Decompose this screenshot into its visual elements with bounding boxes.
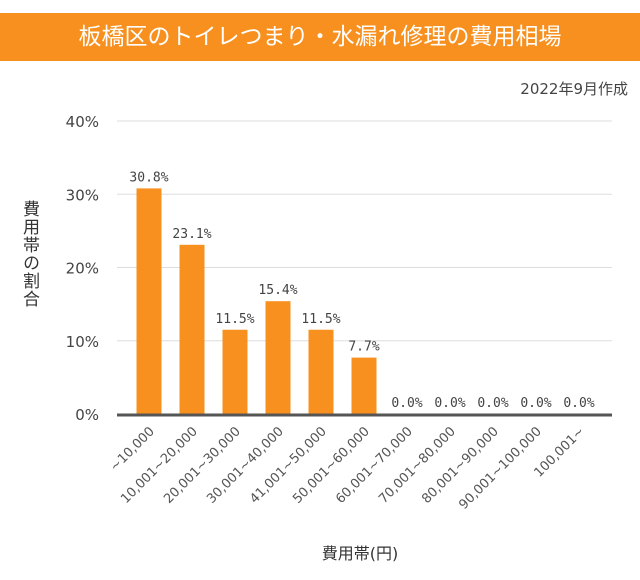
y-tick-label: 30% — [66, 186, 99, 204]
data-label: 0.0% — [520, 396, 551, 411]
data-label: 0.0% — [563, 396, 594, 411]
x-tick-label: 60,001~70,000 — [333, 424, 416, 507]
x-tick-label: 41,001~50,000 — [247, 424, 330, 507]
x-tick-label: 70,001~80,000 — [376, 424, 459, 507]
x-tick-label: 90,001~100,000 — [456, 424, 544, 512]
created-date: 2022年9月作成 — [520, 80, 628, 98]
data-label: 0.0% — [391, 396, 422, 411]
data-label: 0.0% — [477, 396, 508, 411]
bar — [222, 329, 248, 414]
data-label: 7.7% — [348, 340, 379, 355]
data-label: 11.5% — [301, 312, 340, 327]
bar — [265, 301, 291, 414]
data-label: 0.0% — [434, 396, 465, 411]
x-axis-title: 費用帯(円) — [321, 544, 399, 563]
x-tick-label: 80,001~90,000 — [419, 424, 502, 507]
bar — [179, 244, 205, 414]
y-tick-label: 20% — [66, 260, 99, 278]
bar — [136, 188, 162, 414]
chart-title-banner: 板橋区のトイレつまり・水漏れ修理の費用相場 — [0, 13, 640, 61]
data-label: 11.5% — [215, 312, 254, 327]
x-tick-label: 20,001~30,000 — [161, 424, 244, 507]
data-label: 30.8% — [129, 170, 168, 185]
y-tick-label: 10% — [66, 333, 99, 351]
x-tick-label: 10,001~20,000 — [118, 424, 201, 507]
x-tick-label: 50,001~60,000 — [290, 424, 373, 507]
data-label: 15.4% — [258, 283, 297, 298]
x-tick-label: 30,001~40,000 — [204, 424, 287, 507]
bar — [351, 357, 377, 414]
y-axis-title: 費用帯の割合 — [19, 200, 39, 308]
data-label: 23.1% — [172, 227, 211, 242]
y-tick-label: 40% — [66, 113, 99, 131]
y-tick-label: 0% — [75, 406, 99, 424]
bar — [308, 329, 334, 414]
